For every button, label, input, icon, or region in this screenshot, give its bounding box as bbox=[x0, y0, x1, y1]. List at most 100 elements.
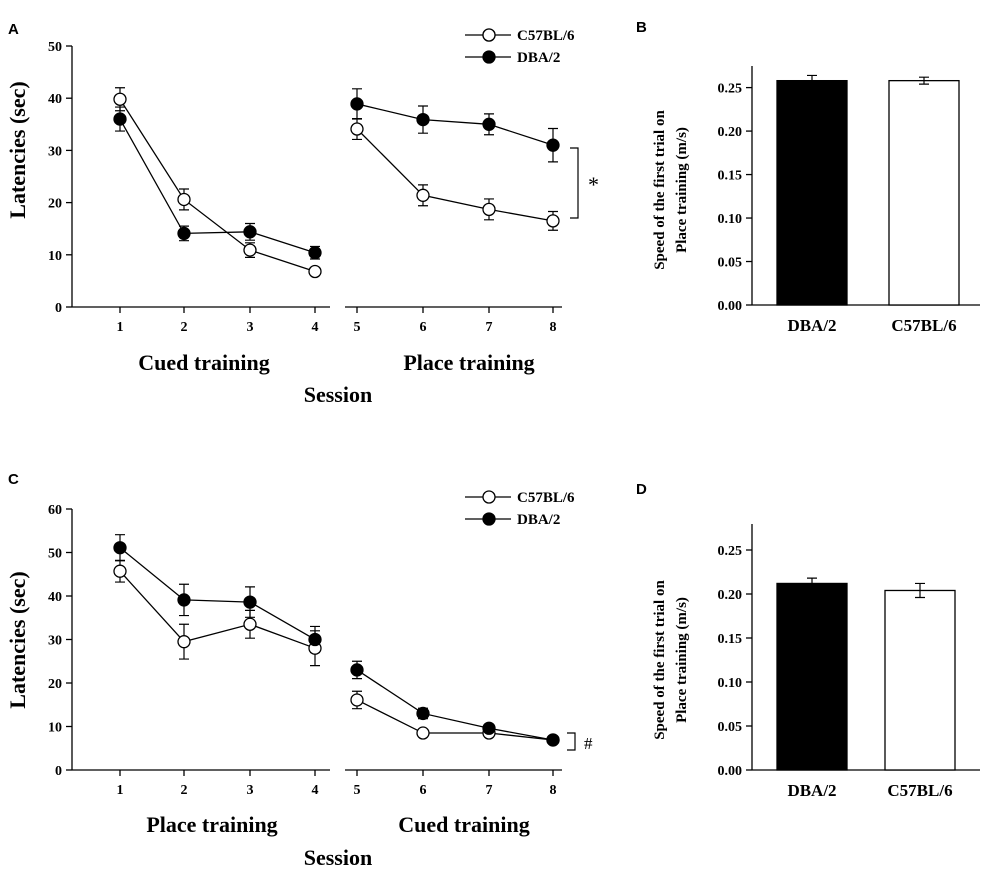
panel-c-x-tick-label: 7 bbox=[486, 783, 493, 798]
panel-b-bar-c57bl6 bbox=[888, 79, 960, 306]
panel-a-legend-filled-marker bbox=[482, 50, 496, 64]
panel-c-line-chart: Latencies (sec) Place training Cued trai… bbox=[5, 490, 593, 870]
panel-b-y-tick-label: 0.25 bbox=[718, 82, 743, 97]
panel-b-y-tick-label: 0.10 bbox=[718, 212, 743, 227]
panel-c-series-dba-point bbox=[416, 706, 430, 721]
panel-b-y-title-line2: Place training (m/s) bbox=[674, 127, 690, 253]
panel-c-x-tick-label: 8 bbox=[550, 783, 557, 798]
panel-d-y-tick-label: 0.10 bbox=[718, 676, 743, 691]
panel-a-series-dba-line-seg2 bbox=[356, 103, 554, 146]
panel-letter-a: A bbox=[8, 21, 19, 38]
panel-a-y-tick-label: 20 bbox=[48, 197, 62, 212]
panel-a-series-dba-point bbox=[416, 112, 430, 127]
panel-c-series-c57-point bbox=[243, 617, 257, 631]
panel-b-error-bar bbox=[919, 76, 929, 81]
panel-c-x-tick-label: 1 bbox=[117, 783, 124, 798]
panel-a-y-tick-label: 0 bbox=[55, 301, 62, 316]
panel-c-y-title: Latencies (sec) bbox=[5, 571, 30, 708]
panel-a-significance-mark: * bbox=[588, 172, 599, 197]
panel-letter-d: D bbox=[636, 481, 647, 498]
panel-b-error-bar-lower bbox=[919, 80, 929, 85]
panel-a-x-tick-label: 5 bbox=[354, 320, 361, 335]
panel-a-x-title: Session bbox=[304, 382, 372, 407]
panel-c-series-c57-line-seg2 bbox=[356, 699, 554, 741]
panel-d-y-tick-label: 0.20 bbox=[718, 588, 743, 603]
panel-a-series-dba-point bbox=[350, 97, 364, 111]
panel-c-legend-c57: C57BL/6 bbox=[517, 490, 575, 506]
panel-a-series-dba-line-seg1 bbox=[119, 118, 316, 254]
panel-c-series-c57-point bbox=[416, 726, 430, 740]
panel-a-series-dba-point bbox=[308, 246, 322, 260]
panel-a-series-c57-point bbox=[308, 264, 322, 279]
panel-b-category-label: DBA/2 bbox=[787, 316, 836, 335]
panel-c-series-dba-point bbox=[350, 663, 364, 677]
panel-c-y-tick-label: 50 bbox=[48, 547, 62, 562]
panel-b-error-bar bbox=[807, 74, 817, 81]
panel-c-significance-mark: # bbox=[584, 734, 593, 753]
panel-c-y-tick-label: 0 bbox=[55, 764, 62, 779]
panel-c-series-dba-point bbox=[482, 721, 496, 735]
panel-d-bar-c57bl6 bbox=[884, 589, 956, 771]
panel-c-x-tick-label: 5 bbox=[354, 783, 361, 798]
panel-c-segment-label-1: Place training bbox=[146, 812, 277, 837]
panel-a-y-tick-label: 10 bbox=[48, 249, 62, 264]
panel-a-y-tick-label: 50 bbox=[48, 40, 62, 55]
panel-d-error-bar bbox=[915, 582, 925, 591]
panel-a-series-c57-point bbox=[482, 202, 496, 217]
panel-letter-b: B bbox=[636, 19, 647, 36]
panel-c-x-tick-label: 3 bbox=[247, 783, 254, 798]
panel-c-y-tick-label: 20 bbox=[48, 677, 62, 692]
panel-a-series-c57-point bbox=[416, 188, 430, 202]
panel-b-bar-chart: Speed of the first trial on Place traini… bbox=[652, 66, 980, 335]
panel-c-x-title: Session bbox=[304, 845, 372, 870]
panel-letter-c: C bbox=[8, 471, 19, 488]
panel-a-series-c57-point bbox=[113, 92, 127, 106]
panel-a-legend-c57: C57BL/6 bbox=[517, 28, 575, 44]
panel-a-x-tick-label: 7 bbox=[486, 320, 493, 335]
panel-a-series-c57-line-seg1 bbox=[119, 98, 316, 273]
panel-a-x-tick-label: 1 bbox=[117, 320, 124, 335]
panel-d-y-tick-label: 0.05 bbox=[718, 720, 743, 735]
panel-c-series-c57-line-seg1 bbox=[119, 570, 316, 649]
panel-b-y-tick-label: 0.05 bbox=[718, 256, 743, 271]
panel-a-series-c57-point bbox=[243, 243, 257, 257]
panel-c-segment-label-2: Cued training bbox=[398, 812, 529, 837]
panel-c-series-c57-point bbox=[177, 635, 191, 649]
panel-c-y-tick-label: 60 bbox=[48, 503, 62, 518]
panel-c-x-tick-label: 2 bbox=[181, 783, 188, 798]
panel-c-significance-bracket bbox=[567, 732, 576, 751]
panel-d-y-tick-label: 0.00 bbox=[718, 764, 743, 779]
panel-a-x-tick-label: 3 bbox=[247, 320, 254, 335]
panel-a-series-c57-point bbox=[177, 192, 191, 207]
panel-d-y-title-line1: Speed of the first trial on bbox=[652, 580, 668, 740]
panel-a-x-tick-label: 8 bbox=[550, 320, 557, 335]
panel-c-y-tick-label: 30 bbox=[48, 634, 62, 649]
panel-d-y-tick-label: 0.15 bbox=[718, 632, 743, 647]
panel-d-error-bar bbox=[807, 577, 817, 584]
panel-a-line-chart: Latencies (sec) Cued training Place trai… bbox=[5, 28, 599, 407]
panel-a-segment-label-1: Cued training bbox=[138, 350, 269, 375]
panel-d-bar-chart: Speed of the first trial on Place traini… bbox=[652, 524, 980, 800]
panel-a-series-c57-line-seg2 bbox=[356, 128, 554, 222]
panel-c-series-dba-line-seg2 bbox=[356, 669, 554, 741]
panel-b-y-title-line1: Speed of the first trial on bbox=[652, 110, 668, 270]
panel-a-series-c57-point bbox=[546, 214, 560, 228]
panel-d-category-label: DBA/2 bbox=[787, 781, 836, 800]
panel-b-category-label: C57BL/6 bbox=[891, 316, 956, 335]
panel-c-series-dba-point bbox=[243, 595, 257, 609]
panel-a-series-dba-point bbox=[482, 117, 496, 131]
panel-c-series-dba-point bbox=[177, 593, 191, 607]
panel-c-series-c57-point bbox=[350, 693, 364, 707]
panel-c-y-tick-label: 10 bbox=[48, 721, 62, 736]
panel-c-legend-filled-marker bbox=[482, 512, 496, 526]
panel-a-y-tick-label: 30 bbox=[48, 144, 62, 159]
panel-d-y-title-line2: Place training (m/s) bbox=[674, 597, 690, 723]
panel-a-significance-bracket bbox=[570, 147, 579, 219]
panel-b-bar-dba2 bbox=[776, 79, 848, 306]
panel-d-y-tick-label: 0.25 bbox=[718, 544, 743, 559]
panel-c-series-dba-point bbox=[308, 632, 322, 647]
panel-a-x-tick-label: 6 bbox=[420, 320, 427, 335]
panel-c-legend-open-marker bbox=[482, 490, 496, 504]
panel-c-legend-dba: DBA/2 bbox=[517, 512, 560, 528]
panel-a-legend-open-marker-top bbox=[482, 28, 496, 42]
